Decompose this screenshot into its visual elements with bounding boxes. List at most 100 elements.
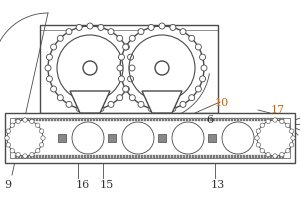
Bar (108, 155, 110, 158)
Bar (255, 155, 257, 158)
Bar (57, 155, 59, 158)
Circle shape (16, 152, 20, 157)
Circle shape (5, 136, 9, 140)
Circle shape (170, 106, 176, 112)
Circle shape (138, 29, 144, 35)
Circle shape (286, 123, 290, 127)
Bar (158, 134, 166, 142)
Bar (36, 155, 38, 158)
Text: 10: 10 (215, 98, 229, 108)
Circle shape (83, 61, 97, 75)
Text: 17: 17 (271, 105, 285, 115)
Bar (264, 118, 266, 121)
Bar (141, 155, 143, 158)
Bar (177, 155, 179, 158)
Bar (264, 155, 266, 158)
Bar (246, 118, 248, 121)
Circle shape (118, 76, 124, 82)
Circle shape (57, 35, 63, 41)
Polygon shape (70, 91, 110, 113)
Bar (72, 118, 74, 121)
Bar (144, 155, 146, 158)
Bar (219, 155, 221, 158)
Circle shape (6, 143, 10, 147)
Bar (48, 155, 50, 158)
Text: 6: 6 (206, 115, 214, 125)
Bar (168, 118, 170, 121)
Circle shape (201, 65, 207, 71)
Bar (24, 155, 26, 158)
Circle shape (41, 136, 45, 140)
Bar (45, 155, 47, 158)
Bar (5, 113, 295, 163)
Bar (96, 118, 98, 121)
Circle shape (155, 61, 169, 75)
Circle shape (120, 26, 204, 110)
Bar (165, 155, 167, 158)
Circle shape (76, 106, 82, 112)
Circle shape (108, 101, 114, 107)
Circle shape (189, 95, 195, 101)
Bar (177, 118, 179, 121)
Circle shape (266, 119, 270, 124)
Bar (261, 118, 263, 121)
Circle shape (148, 24, 154, 30)
Bar (150, 118, 152, 121)
Bar (231, 118, 233, 121)
Bar (27, 118, 29, 121)
Bar (246, 155, 248, 158)
Circle shape (10, 149, 14, 153)
Bar (135, 155, 137, 158)
Circle shape (129, 35, 135, 41)
Bar (255, 118, 257, 121)
Circle shape (128, 76, 134, 82)
Bar (204, 118, 206, 121)
Bar (117, 118, 119, 121)
Bar (57, 118, 59, 121)
Bar (33, 118, 35, 121)
Bar (36, 118, 38, 121)
Bar (63, 118, 65, 121)
Circle shape (266, 152, 270, 157)
Bar (171, 155, 173, 158)
Bar (231, 155, 233, 158)
Circle shape (66, 29, 72, 35)
Bar (249, 155, 251, 158)
Circle shape (195, 44, 201, 50)
Bar (42, 118, 44, 121)
Bar (138, 155, 140, 158)
Bar (141, 118, 143, 121)
Circle shape (118, 54, 124, 60)
Text: 16: 16 (76, 180, 90, 190)
Circle shape (200, 76, 206, 82)
Bar (171, 118, 173, 121)
Bar (204, 155, 206, 158)
Bar (165, 118, 167, 121)
Bar (123, 155, 125, 158)
Circle shape (30, 119, 34, 124)
Bar (40, 25, 218, 113)
Bar (159, 155, 161, 158)
Bar (198, 155, 200, 158)
Bar (108, 118, 110, 121)
Bar (234, 155, 236, 158)
Bar (90, 155, 92, 158)
Circle shape (180, 101, 186, 107)
Bar (153, 118, 155, 121)
Bar (270, 155, 272, 158)
Bar (51, 118, 53, 121)
Bar (267, 118, 269, 121)
Circle shape (51, 44, 57, 50)
Circle shape (51, 86, 57, 92)
Bar (210, 118, 212, 121)
Bar (72, 155, 74, 158)
Bar (93, 118, 95, 121)
Circle shape (23, 154, 27, 158)
Bar (108, 134, 116, 142)
Bar (156, 118, 158, 121)
Bar (162, 155, 164, 158)
Bar (78, 155, 80, 158)
Circle shape (128, 54, 134, 60)
Bar (93, 155, 95, 158)
Circle shape (6, 129, 10, 133)
